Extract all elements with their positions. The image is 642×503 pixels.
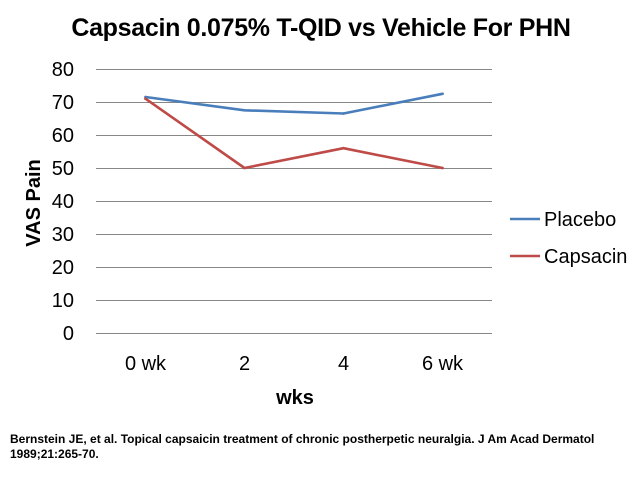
- y-tick-label: 30: [52, 224, 74, 246]
- chart-title: Capsacin 0.075% T-QID vs Vehicle For PHN: [71, 14, 571, 42]
- y-tick-label: 50: [52, 158, 74, 180]
- y-tick-label: 10: [52, 290, 74, 312]
- data-point-capsacin: [441, 166, 444, 170]
- y-tick-label: 60: [52, 125, 74, 147]
- data-point-placebo: [342, 112, 345, 115]
- y-tick-labels: 0 10 20 30 40 50 60 70 80: [52, 59, 74, 345]
- y-axis-title: VAS Pain: [23, 159, 45, 246]
- series-line-capsacin: [144, 97, 444, 170]
- data-point-placebo: [243, 108, 246, 112]
- data-point-capsacin: [144, 97, 147, 100]
- data-point-placebo: [441, 92, 444, 96]
- y-tick-label: 70: [52, 92, 74, 114]
- x-tick-label: 2: [239, 353, 250, 375]
- x-axis-title: wks: [275, 387, 314, 409]
- y-tick-label: 0: [63, 323, 74, 345]
- x-tick-labels: 0 wk 2 4 6 wk: [125, 353, 464, 375]
- series-line-placebo: [144, 92, 444, 115]
- legend-label-capsacin: Capsacin: [544, 246, 627, 268]
- series-lines: [144, 92, 444, 170]
- line-chart: 0 10 20 30 40 50 60 70 80 0 wk 2 4 6 wk wks VAS Pai…: [23, 59, 627, 409]
- data-point-capsacin: [342, 146, 345, 150]
- y-tick-label: 80: [52, 59, 74, 81]
- citation-text: Bernstein JE, et al. Topical capsaicin t…: [10, 432, 595, 461]
- data-point-capsacin: [243, 166, 246, 170]
- y-tick-label: 40: [52, 191, 74, 213]
- legend-label-placebo: Placebo: [544, 209, 616, 231]
- legend: Placebo Capsacin: [510, 209, 627, 268]
- gridlines: [96, 69, 492, 334]
- y-tick-label: 20: [52, 257, 74, 279]
- x-tick-label: 6 wk: [422, 353, 464, 375]
- x-tick-label: 0 wk: [125, 353, 167, 375]
- x-tick-label: 4: [338, 353, 349, 375]
